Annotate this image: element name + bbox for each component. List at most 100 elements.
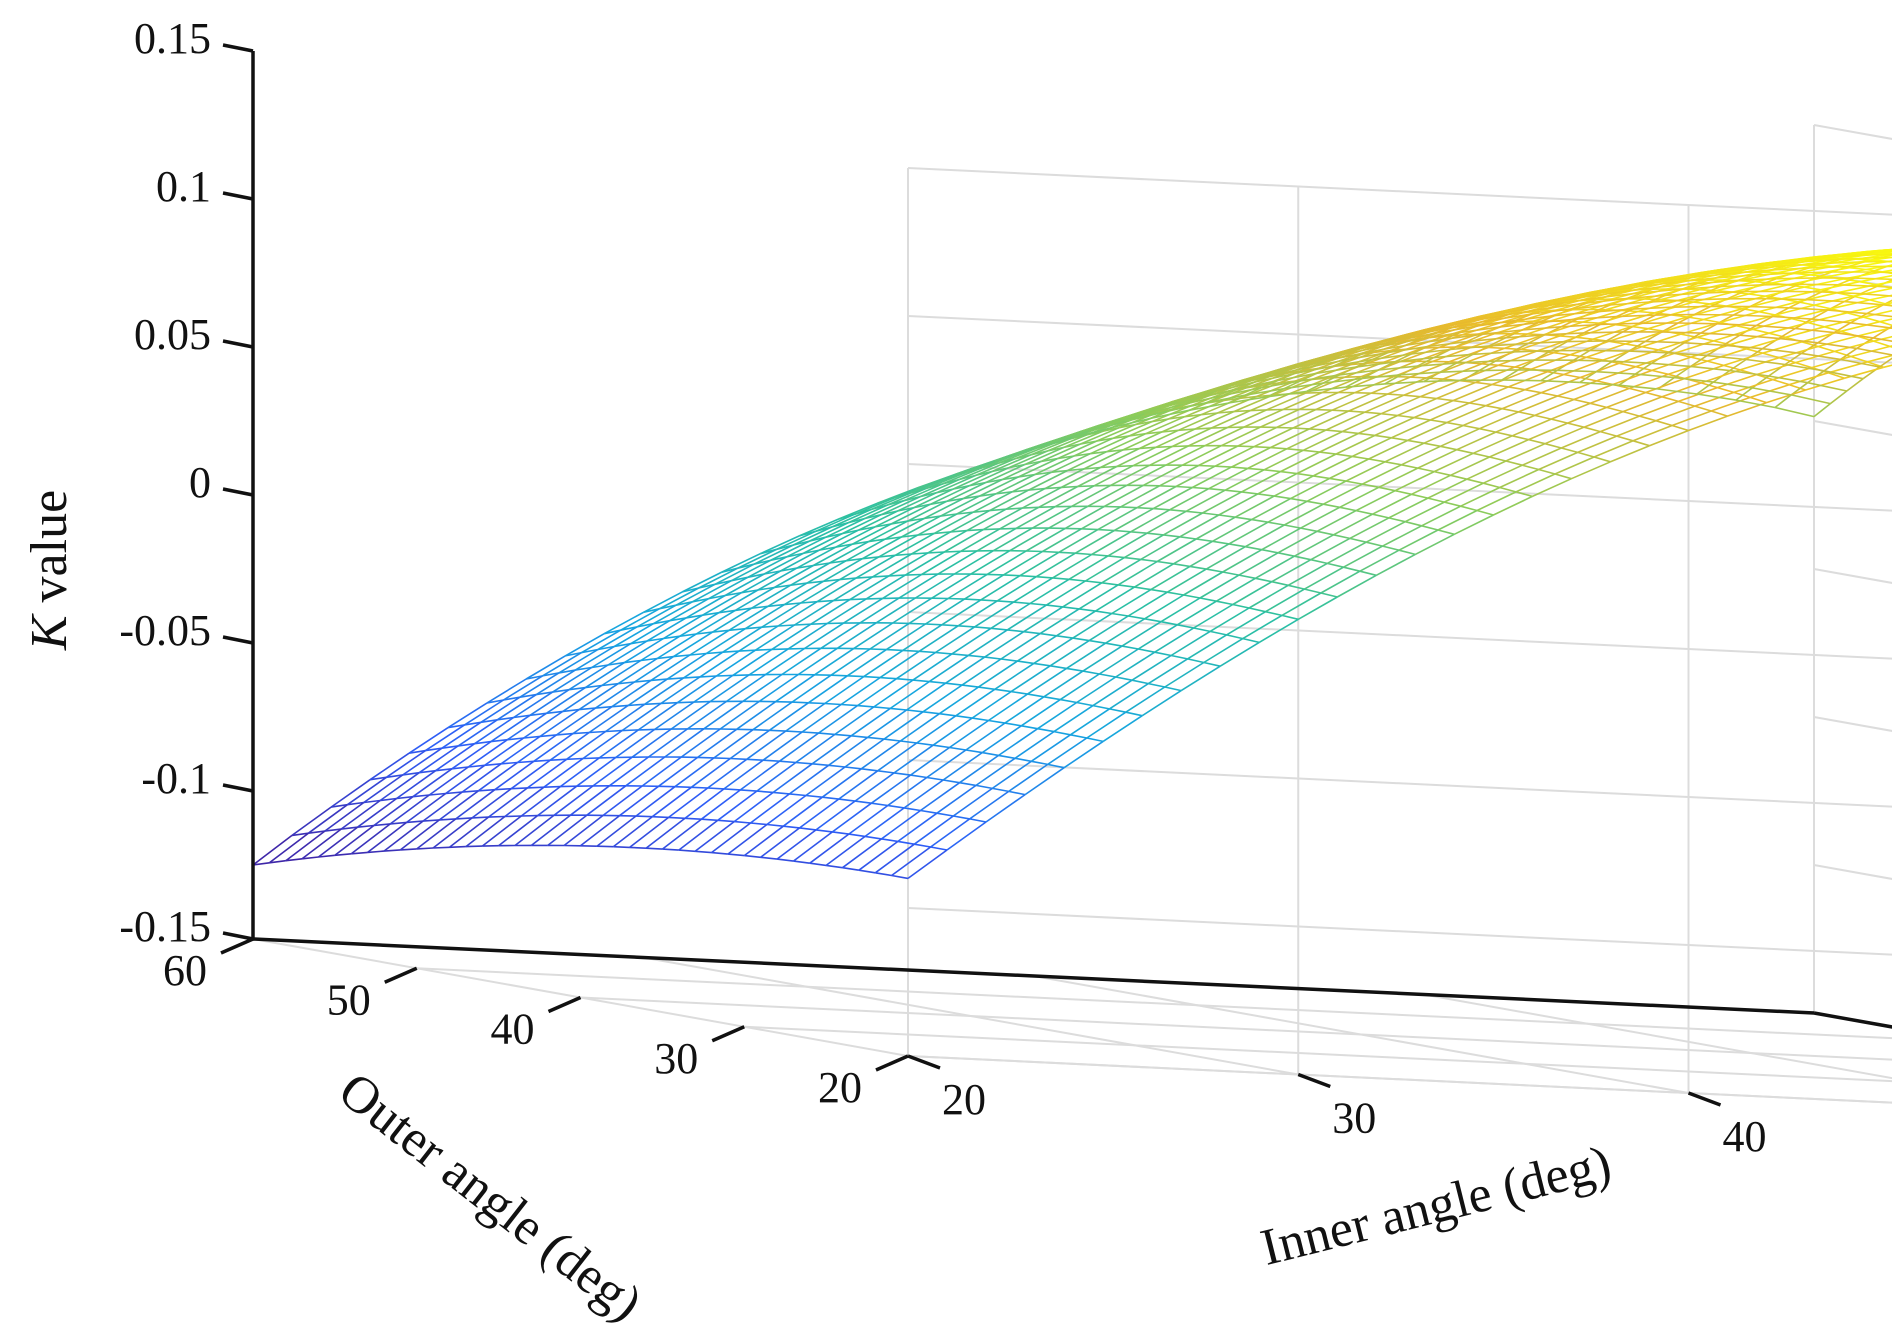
mesh-line	[412, 794, 430, 798]
mesh-line	[1008, 790, 1026, 796]
mesh-line	[1219, 641, 1260, 667]
mesh-line	[1605, 331, 1624, 342]
mesh-line	[650, 678, 668, 682]
mesh-line	[1544, 332, 1584, 336]
mesh-line	[719, 700, 760, 730]
mesh-line	[969, 467, 1009, 487]
mesh-line	[907, 500, 948, 522]
mesh-line	[771, 648, 789, 651]
mesh-line	[889, 680, 930, 710]
mesh-line	[923, 497, 964, 520]
y-tick	[384, 966, 418, 984]
mesh-line	[1569, 340, 1610, 356]
mesh-line	[1175, 465, 1216, 488]
mesh-line	[1583, 323, 1601, 334]
mesh-line	[1257, 472, 1298, 495]
mesh-line	[1116, 464, 1134, 468]
mesh-line	[1216, 600, 1233, 606]
mesh-line	[595, 681, 635, 709]
mesh-line	[693, 700, 711, 703]
mesh-line	[755, 648, 772, 651]
mesh-line	[1588, 298, 1629, 311]
mesh-line	[1393, 360, 1434, 378]
mesh-line	[1075, 552, 1092, 556]
mesh-line	[1791, 394, 1831, 405]
mesh-line	[951, 627, 992, 655]
mesh-line	[1047, 434, 1087, 452]
mesh-line	[1631, 314, 1672, 328]
mesh-line	[846, 648, 887, 677]
mesh-line	[1453, 514, 1494, 536]
mesh-line	[580, 815, 620, 847]
mesh-line	[1600, 430, 1617, 437]
mesh-line	[1138, 648, 1155, 653]
mesh-line	[1661, 331, 1701, 334]
mesh-line	[1817, 342, 1857, 350]
mesh-line	[1403, 394, 1421, 398]
mesh-line	[1796, 254, 1836, 261]
mesh-line	[1215, 577, 1256, 602]
mesh-line	[1140, 536, 1181, 561]
mesh-line	[1759, 277, 1777, 286]
mesh-line	[822, 558, 863, 582]
mesh-line	[402, 771, 420, 776]
mesh-line	[978, 686, 995, 691]
mesh-line	[1544, 442, 1562, 449]
mesh-line	[1574, 287, 1615, 297]
mesh-line	[579, 707, 596, 711]
mesh-line	[679, 612, 720, 637]
mesh-line	[1348, 410, 1365, 413]
mesh-line	[1681, 285, 1721, 290]
mesh-line	[1805, 298, 1845, 303]
mesh-line	[1026, 550, 1043, 553]
mesh-line	[998, 754, 1016, 760]
mesh-line	[720, 552, 761, 574]
mesh-line	[1834, 350, 1852, 358]
mesh-line	[1208, 487, 1226, 491]
mesh-line	[1554, 473, 1572, 480]
mesh-line	[1532, 477, 1572, 498]
mesh-line	[1266, 392, 1306, 411]
mesh-line	[562, 708, 580, 713]
mesh-line	[947, 573, 988, 600]
mesh-line	[995, 491, 1013, 495]
mesh-line	[858, 840, 899, 871]
mesh-line	[500, 735, 541, 765]
mesh-line	[1518, 411, 1535, 417]
mesh-line	[870, 774, 911, 804]
mesh-line	[1649, 429, 1689, 447]
mesh-line	[1563, 373, 1581, 379]
mesh-line	[1664, 318, 1704, 333]
y-axis	[252, 937, 1815, 1015]
mesh-line	[1066, 642, 1107, 670]
mesh-line	[824, 702, 842, 706]
mesh-line	[1112, 420, 1153, 440]
mesh-line	[1798, 283, 1839, 286]
mesh-line	[1450, 474, 1468, 480]
mesh-line	[1374, 416, 1415, 437]
mesh-line	[1049, 430, 1090, 444]
mesh-line	[1456, 448, 1474, 455]
mesh-line	[728, 605, 769, 631]
mesh-line	[1567, 406, 1607, 424]
mesh-line	[1423, 442, 1441, 448]
mesh-line	[1527, 334, 1546, 345]
mesh-line	[1510, 320, 1551, 335]
mesh-line	[1561, 447, 1578, 454]
x-tick	[1297, 1072, 1331, 1089]
mesh-line	[1833, 322, 1852, 334]
mesh-line	[527, 758, 568, 789]
mesh-line	[1072, 612, 1113, 639]
mesh-line	[1505, 442, 1546, 462]
mesh-line	[640, 657, 658, 662]
mesh-line	[1068, 555, 1109, 580]
mesh-line	[1549, 308, 1590, 322]
mesh-line	[1241, 470, 1281, 493]
mesh-line	[990, 627, 1008, 631]
mesh-line	[1091, 531, 1132, 556]
mesh-line	[1811, 318, 1851, 324]
mesh-line	[1600, 322, 1640, 326]
mesh-line	[935, 651, 952, 655]
mesh-line	[1756, 361, 1796, 376]
mesh-line	[1232, 603, 1250, 609]
